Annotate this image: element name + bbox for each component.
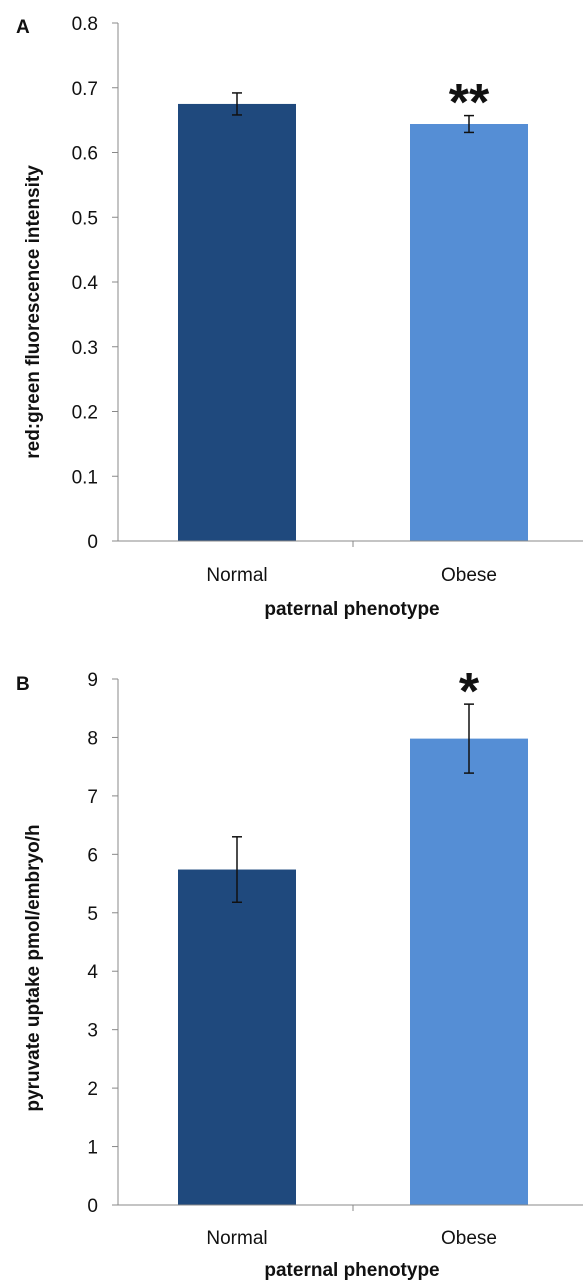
error-bar (232, 92, 242, 116)
category-label: Obese (441, 1228, 497, 1249)
error-bar (232, 836, 242, 904)
y-tick-label: 0.3 (72, 338, 98, 359)
error-bar (464, 114, 474, 134)
y-tick-label: 0.5 (72, 208, 98, 229)
bar-normal (178, 869, 296, 1205)
y-tick-label: 1 (87, 1138, 98, 1159)
x-axis-title: paternal phenotype (264, 599, 439, 620)
significance-marker: * (459, 663, 480, 721)
y-tick-label: 0.7 (72, 79, 98, 100)
y-tick-label: 9 (87, 670, 98, 691)
category-label: Obese (441, 565, 497, 586)
bar-obese (410, 124, 528, 541)
y-tick-label: 2 (87, 1079, 98, 1100)
panel-letter: B (16, 674, 30, 695)
x-axis-title: paternal phenotype (264, 1260, 439, 1281)
bar-normal (178, 103, 296, 541)
y-tick-label: 3 (87, 1021, 98, 1042)
y-tick-label: 6 (87, 845, 98, 866)
y-tick-label: 0.2 (72, 403, 98, 424)
chart-panel-a: A red:green fluorescence intensity pater… (16, 14, 583, 620)
y-tick-label: 8 (87, 728, 98, 749)
y-tick-label: 7 (87, 787, 98, 808)
y-tick-label: 0.8 (72, 14, 98, 35)
y-tick-label: 0.1 (72, 467, 98, 488)
significance-marker: ** (449, 74, 490, 132)
chart-panel-b: B pyruvate uptake pmol/embryo/h paternal… (16, 663, 583, 1281)
bar-obese (410, 738, 528, 1205)
category-label: Normal (206, 565, 267, 586)
y-tick-label: 5 (87, 904, 98, 925)
y-tick-label: 0 (87, 532, 98, 553)
y-tick-label: 0.4 (72, 273, 99, 294)
y-tick-label: 4 (87, 962, 98, 983)
y-tick-label: 0.6 (72, 144, 98, 165)
y-axis-title: red:green fluorescence intensity (23, 165, 44, 459)
category-label: Normal (206, 1228, 267, 1249)
error-bar (464, 703, 474, 774)
y-axis-title: pyruvate uptake pmol/embryo/h (23, 824, 44, 1111)
y-tick-label: 0 (87, 1196, 98, 1217)
panel-letter: A (16, 17, 30, 38)
